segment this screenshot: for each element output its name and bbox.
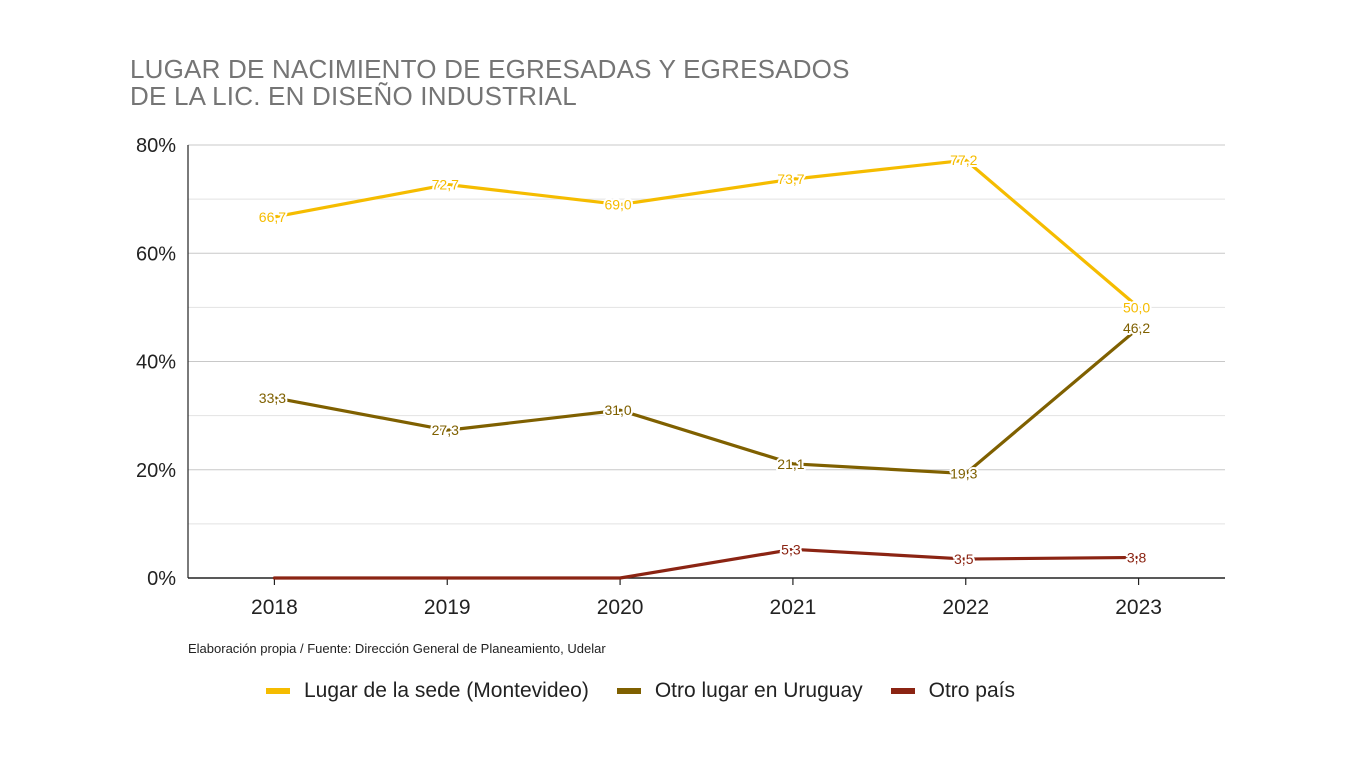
data-label: 77,2 <box>950 152 977 168</box>
data-label: 72,7 <box>432 177 459 193</box>
x-tick-label: 2020 <box>597 596 644 619</box>
data-label: 3,5 <box>954 551 974 567</box>
legend-swatch-uruguay <box>616 688 641 694</box>
x-tick-label: 2022 <box>942 596 989 619</box>
x-tick-label: 2021 <box>770 596 817 619</box>
series-line <box>272 547 1141 580</box>
chart-title-line-1: LUGAR DE NACIMIENTO DE EGRESADAS Y EGRES… <box>130 54 850 84</box>
y-tick-label: 0% <box>147 568 176 590</box>
y-tick-label: 20% <box>136 460 176 482</box>
legend-swatch-montevideo <box>266 688 290 694</box>
chart-title-line-2: DE LA LIC. EN DISEÑO INDUSTRIAL <box>130 81 577 111</box>
data-label: 27,3 <box>432 422 459 438</box>
x-tick-label: 2018 <box>251 596 298 619</box>
legend-label-montevideo: Lugar de la sede (Montevideo) <box>304 679 589 702</box>
legend-item-uruguay: Otro lugar en Uruguay <box>616 679 863 703</box>
data-label: 19,3 <box>950 466 977 482</box>
data-label: 69,0 <box>604 197 631 213</box>
source-note: Elaboración propia / Fuente: Dirección G… <box>188 641 606 656</box>
data-label: 50,0 <box>1123 299 1150 315</box>
series-line <box>272 326 1141 476</box>
x-tick-label: 2019 <box>424 596 471 619</box>
legend-label-uruguay: Otro lugar en Uruguay <box>654 679 863 702</box>
data-label: 31,0 <box>604 402 631 418</box>
data-label: 5,3 <box>781 541 801 557</box>
legend-swatch-otro-pais <box>890 688 915 694</box>
legend-item-otro-pais: Otro país <box>890 679 1015 703</box>
data-label: 66,7 <box>259 209 286 225</box>
data-label: 73,7 <box>777 171 804 187</box>
x-tick-label: 2023 <box>1115 596 1162 619</box>
chart-title: LUGAR DE NACIMIENTO DE EGRESADAS Y EGRES… <box>130 56 850 110</box>
data-label: 33,3 <box>259 390 286 406</box>
legend-label-otro-pais: Otro país <box>928 679 1015 702</box>
y-tick-label: 40% <box>136 352 176 374</box>
legend: Lugar de la sede (Montevideo) Otro lugar… <box>266 679 1043 703</box>
data-label: 46,2 <box>1123 320 1150 336</box>
y-tick-label: 60% <box>136 243 176 265</box>
y-tick-label: 80% <box>136 135 176 157</box>
data-label: 3,8 <box>1127 549 1147 565</box>
series-line <box>272 158 1141 309</box>
line-chart: 0% 20% 40% 60% 80% 2018 2019 2020 2021 2022 2023 66… <box>136 135 1225 619</box>
data-label: 21,1 <box>777 456 804 472</box>
legend-item-montevideo: Lugar de la sede (Montevideo) <box>266 679 589 703</box>
